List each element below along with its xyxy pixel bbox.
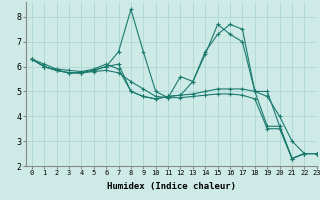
- X-axis label: Humidex (Indice chaleur): Humidex (Indice chaleur): [107, 182, 236, 191]
